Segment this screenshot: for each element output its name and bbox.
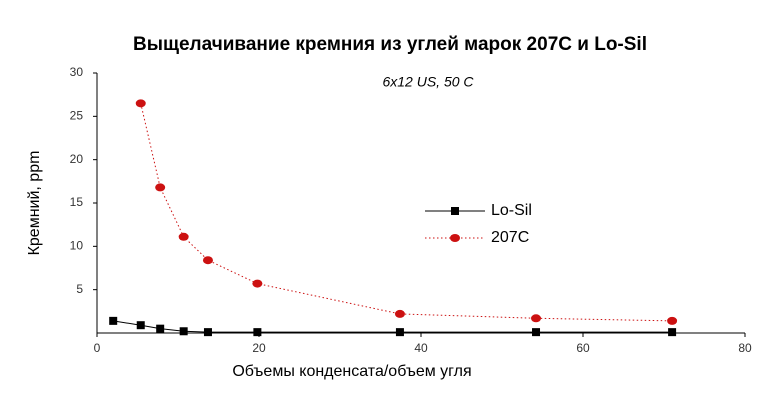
x-tick-label: 80 — [738, 341, 752, 355]
data-point — [179, 327, 188, 336]
y-tick-label: 30 — [70, 65, 84, 79]
chart-title: Выщелачивание кремния из углей марок 207… — [133, 34, 647, 55]
data-point — [155, 183, 166, 192]
data-point — [202, 256, 213, 265]
data-point — [156, 324, 165, 333]
x-axis-label: Объемы конденсата/объем угля — [232, 363, 471, 380]
x-tick-label: 60 — [576, 341, 590, 355]
data-point — [203, 328, 212, 337]
legend-marker — [450, 234, 460, 242]
y-tick-label: 15 — [70, 195, 84, 209]
x-tick-label: 40 — [414, 341, 428, 355]
y-tick-label: 5 — [76, 282, 83, 296]
annotation: 6x12 US, 50 C — [382, 74, 474, 90]
data-point — [394, 309, 405, 318]
data-point — [109, 316, 118, 325]
legend-label: Lo-Sil — [491, 202, 532, 219]
data-point — [532, 328, 541, 337]
data-point — [395, 328, 404, 337]
x-tick-label: 0 — [94, 341, 101, 355]
data-point — [667, 316, 678, 325]
data-point — [668, 328, 677, 337]
data-point — [136, 321, 145, 330]
legend-label: 207C — [491, 229, 529, 246]
y-axis-label: Кремний, ppm — [26, 151, 43, 256]
data-point — [252, 279, 263, 288]
x-tick-label: 20 — [252, 341, 266, 355]
data-point — [135, 99, 146, 108]
y-tick-label: 20 — [70, 152, 84, 166]
data-point — [253, 328, 262, 337]
data-point — [531, 314, 542, 323]
series-line — [140, 103, 673, 322]
y-tick-label: 10 — [70, 239, 84, 253]
legend-marker — [451, 207, 459, 215]
data-point — [178, 232, 189, 241]
y-tick-label: 25 — [70, 109, 84, 123]
